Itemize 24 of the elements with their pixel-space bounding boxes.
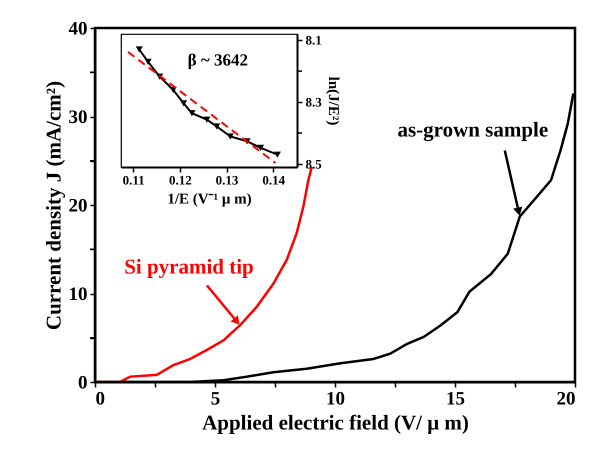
x-tick-label: 0.11 xyxy=(122,172,145,188)
x-tick-label: 0.14 xyxy=(262,172,286,188)
y-tick-label: 10 xyxy=(68,284,88,305)
y-tick-label: 8.3 xyxy=(306,94,322,110)
x-axis-title: 1/E (V⁻¹ μ m) xyxy=(167,192,252,208)
y-tick-label: 20 xyxy=(68,196,88,216)
x-tick-label: 5 xyxy=(210,388,220,410)
y-tick-label: 8.5 xyxy=(306,156,322,172)
y-tick-label: 30 xyxy=(68,107,88,128)
x-tick-label: 15 xyxy=(446,388,465,410)
x-axis-title: Applied electric field (V/ μ m) xyxy=(202,410,469,434)
y-tick-label: 0 xyxy=(78,372,88,394)
annotation: β ~ 3642 xyxy=(188,50,248,70)
x-tick-label: 0.12 xyxy=(168,172,192,188)
x-tick-label: 0 xyxy=(96,388,105,410)
y-tick-label: 40 xyxy=(68,18,88,40)
y-axis-title: ln(J/E²) xyxy=(324,76,341,126)
annotation: as-grown sample xyxy=(397,118,548,142)
x-tick-label: 0.13 xyxy=(216,172,239,188)
x-tick-label: 10 xyxy=(326,388,345,410)
y-tick-label: 8.1 xyxy=(306,32,322,48)
annotation: Si pyramid tip xyxy=(124,254,254,278)
y-axis-title: Current density J (mA/cm²) xyxy=(42,80,66,330)
x-tick-label: 20 xyxy=(556,388,576,410)
